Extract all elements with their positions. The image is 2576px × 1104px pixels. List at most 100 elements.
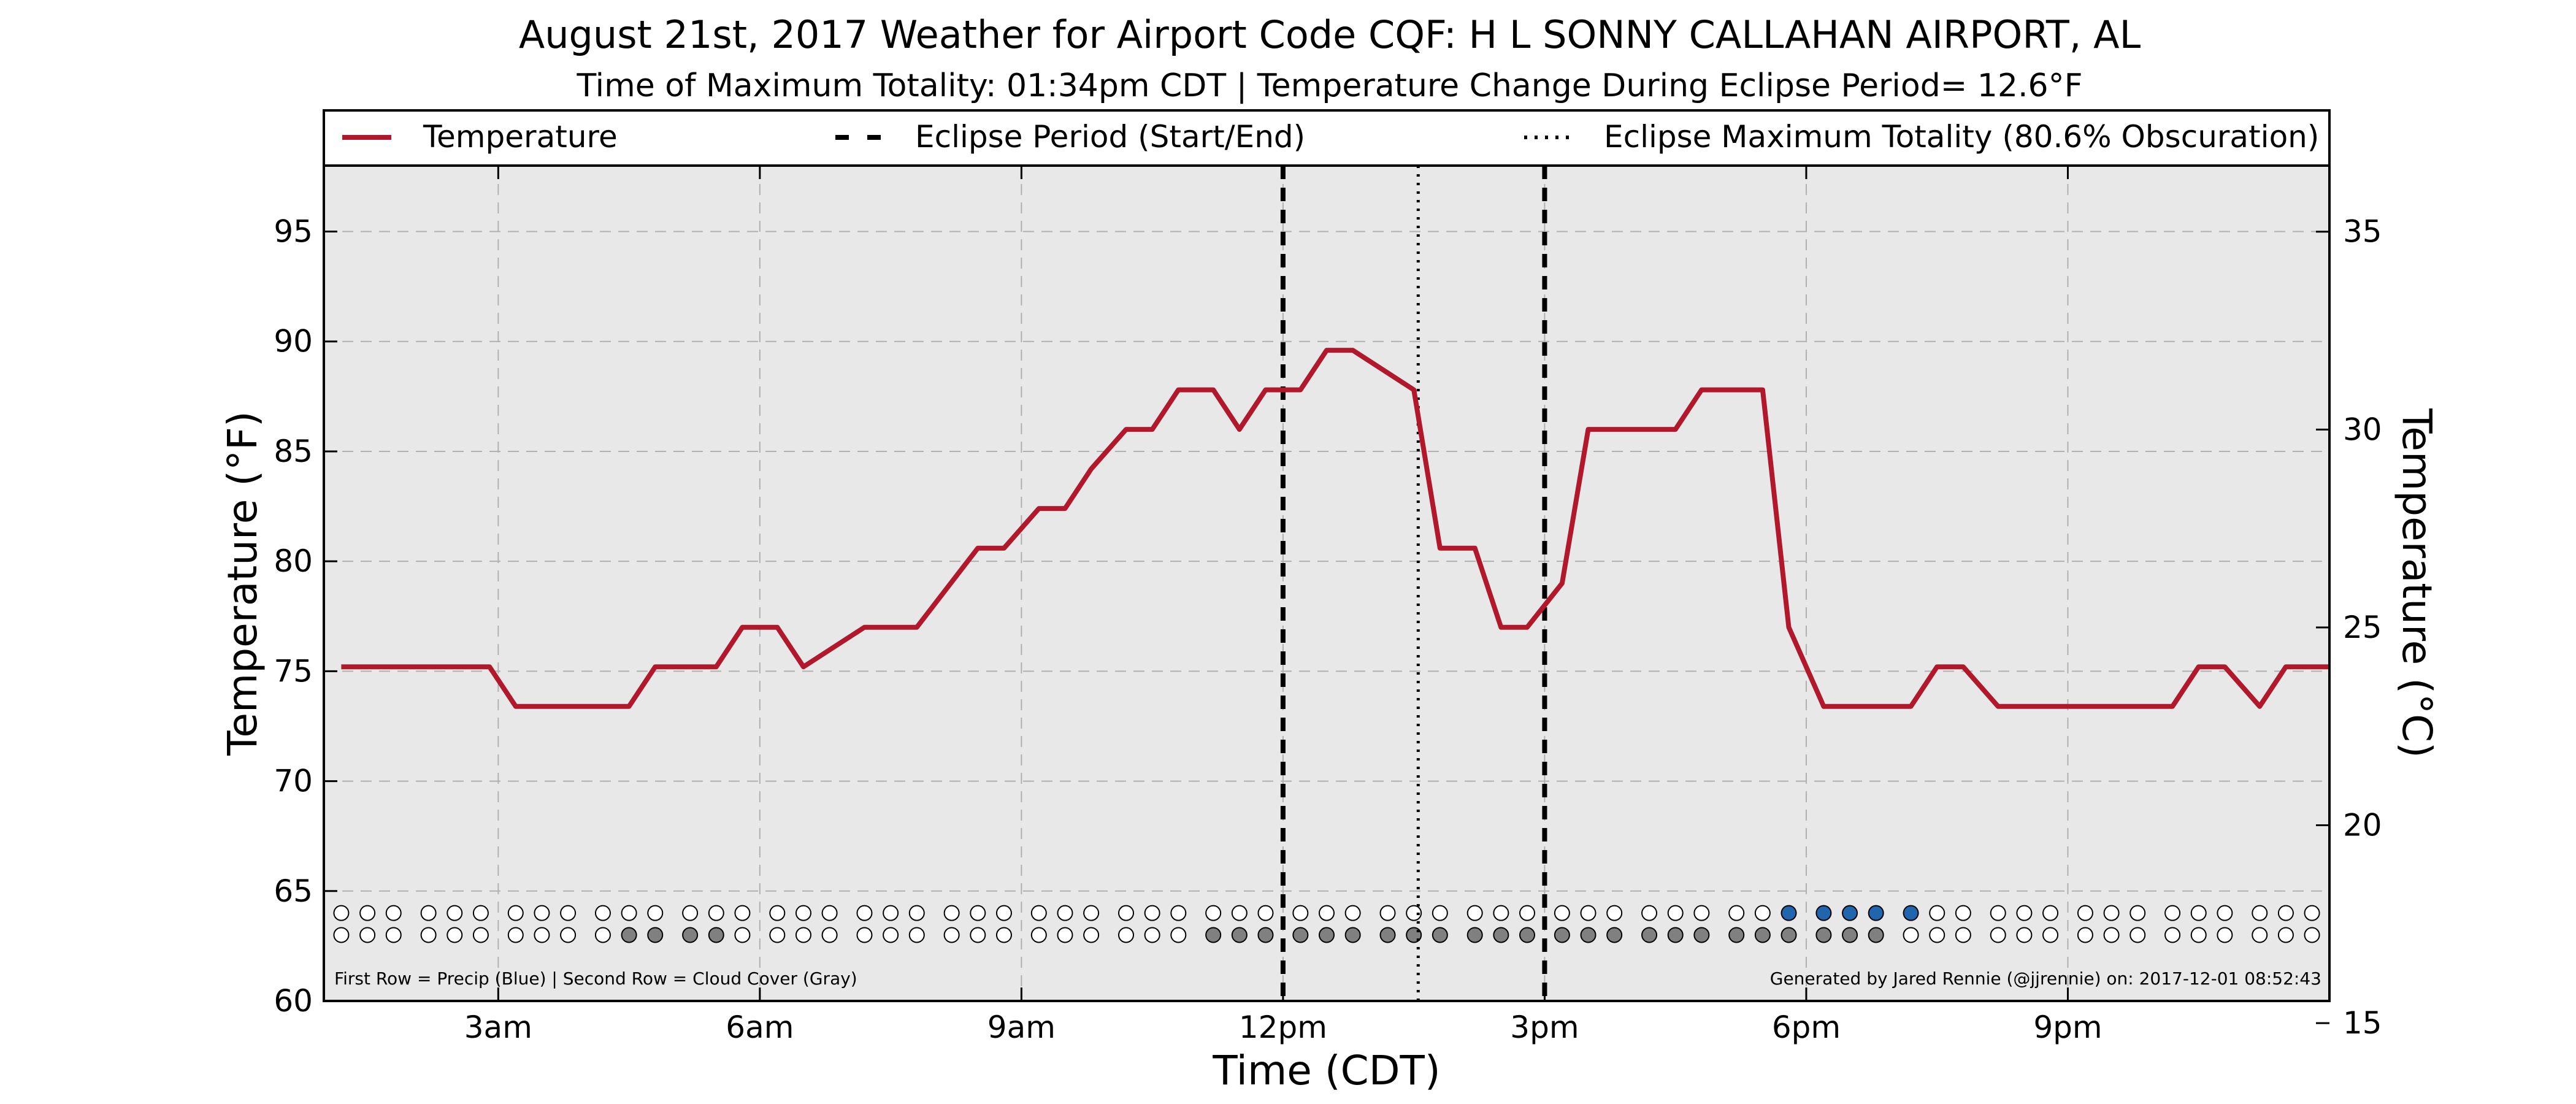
- y-axis-label-right: Temperature (°C): [2393, 408, 2440, 758]
- y-right-tick-label: 30: [2343, 412, 2382, 447]
- y-tick-label: 90: [274, 324, 313, 359]
- precip-marker: [943, 905, 960, 921]
- precip-marker: [359, 905, 376, 921]
- precip-marker: [734, 905, 751, 921]
- cloud-marker: [1170, 927, 1187, 943]
- cloud-marker: [1257, 927, 1274, 943]
- y-tick-label: 70: [274, 764, 313, 799]
- precip-marker: [1903, 905, 1919, 921]
- precip-marker: [385, 905, 402, 921]
- precip-marker: [1519, 905, 1535, 921]
- cloud-marker: [1754, 927, 1771, 943]
- footnote-right: Generated by Jared Rennie (@jjrennie) on…: [1770, 968, 2321, 989]
- precip-marker: [2077, 905, 2093, 921]
- cloud-marker: [2217, 927, 2233, 943]
- precip-marker: [1205, 905, 1222, 921]
- cloud-marker: [2190, 927, 2207, 943]
- cloud-marker: [2016, 927, 2033, 943]
- x-tick-label: 3am: [464, 1010, 532, 1045]
- cloud-marker: [1205, 927, 1222, 943]
- precip-marker: [769, 905, 786, 921]
- cloud-marker: [1693, 927, 1710, 943]
- precip-marker: [2042, 905, 2059, 921]
- axes: 60 65 70 75 80 85 90 95 3am 6am 9am 12pm 3pm 6pm 9pm 15…: [274, 166, 2382, 1045]
- footnote-left: First Row = Precip (Blue) | Second Row =…: [334, 968, 857, 989]
- cloud-marker: [560, 927, 577, 943]
- precip-marker: [1693, 905, 1710, 921]
- cloud-marker: [1781, 927, 1797, 943]
- cloud-marker: [1580, 927, 1597, 943]
- precip-marker: [534, 905, 550, 921]
- precip-marker: [2277, 905, 2294, 921]
- precip-marker: [1344, 905, 1361, 921]
- precip-marker: [2103, 905, 2120, 921]
- cloud-marker: [1641, 927, 1658, 943]
- precip-marker: [1466, 905, 1483, 921]
- precip-marker: [1781, 905, 1797, 921]
- cloud-marker: [995, 927, 1012, 943]
- precip-marker: [1406, 905, 1422, 921]
- precip-marker: [1493, 905, 1509, 921]
- cloud-marker: [333, 927, 350, 943]
- precip-marker: [472, 905, 489, 921]
- x-tick-label: 6pm: [1772, 1010, 1841, 1045]
- grid: [324, 166, 2329, 1002]
- precip-marker: [2217, 905, 2233, 921]
- y-tick-label: 60: [274, 983, 313, 1019]
- precip-marker: [856, 905, 873, 921]
- precip-marker: [2164, 905, 2181, 921]
- precip-marker: [795, 905, 811, 921]
- y-right-tick-label: 25: [2343, 610, 2382, 645]
- cloud-marker: [943, 927, 960, 943]
- precip-marker: [995, 905, 1012, 921]
- cloud-marker: [1432, 927, 1448, 943]
- precip-marker: [1170, 905, 1187, 921]
- cloud-marker: [734, 927, 751, 943]
- chart-subtitle: Time of Maximum Totality: 01:34pm CDT | …: [577, 67, 2083, 104]
- precip-marker: [2129, 905, 2146, 921]
- cloud-marker: [2304, 927, 2320, 943]
- cloud-marker: [1057, 927, 1073, 943]
- cloud-marker: [2129, 927, 2146, 943]
- precip-marker: [333, 905, 350, 921]
- cloud-marker: [385, 927, 402, 943]
- cloud-marker: [647, 927, 664, 943]
- x-tick-label: 9am: [987, 1010, 1056, 1045]
- chart-title: August 21st, 2017 Weather for Airport Co…: [519, 12, 2141, 57]
- precip-marker: [1083, 905, 1100, 921]
- cloud-marker: [1292, 927, 1309, 943]
- cloud-marker: [1903, 927, 1919, 943]
- precip-marker: [2252, 905, 2268, 921]
- cloud-marker: [1379, 927, 1396, 943]
- precip-marker: [1379, 905, 1396, 921]
- cloud-marker: [1929, 927, 1945, 943]
- precip-marker: [1144, 905, 1160, 921]
- cloud-marker: [1868, 927, 1884, 943]
- precip-marker: [1554, 905, 1570, 921]
- cloud-marker: [621, 927, 637, 943]
- precip-marker: [821, 905, 838, 921]
- y-tick-label: 80: [274, 543, 313, 579]
- cloud-marker: [420, 927, 437, 943]
- precip-marker: [1754, 905, 1771, 921]
- cloud-marker: [2277, 927, 2294, 943]
- cloud-marker: [2042, 927, 2059, 943]
- cloud-marker: [1955, 927, 1971, 943]
- cloud-marker: [2103, 927, 2120, 943]
- precip-marker: [708, 905, 724, 921]
- cloud-marker: [708, 927, 724, 943]
- precip-marker: [2016, 905, 2033, 921]
- precip-marker: [1868, 905, 1884, 921]
- y-tick-label: 65: [274, 873, 313, 909]
- x-tick-label: 12pm: [1239, 1010, 1327, 1045]
- cloud-marker: [769, 927, 786, 943]
- cloud-marker: [1842, 927, 1858, 943]
- precip-marker: [2190, 905, 2207, 921]
- precip-marker: [447, 905, 463, 921]
- cloud-marker: [1728, 927, 1745, 943]
- precip-marker: [420, 905, 437, 921]
- precip-marker: [1955, 905, 1971, 921]
- precip-marker: [1118, 905, 1134, 921]
- eclipse-lines: [1280, 166, 1547, 1001]
- cloud-marker: [1030, 927, 1047, 943]
